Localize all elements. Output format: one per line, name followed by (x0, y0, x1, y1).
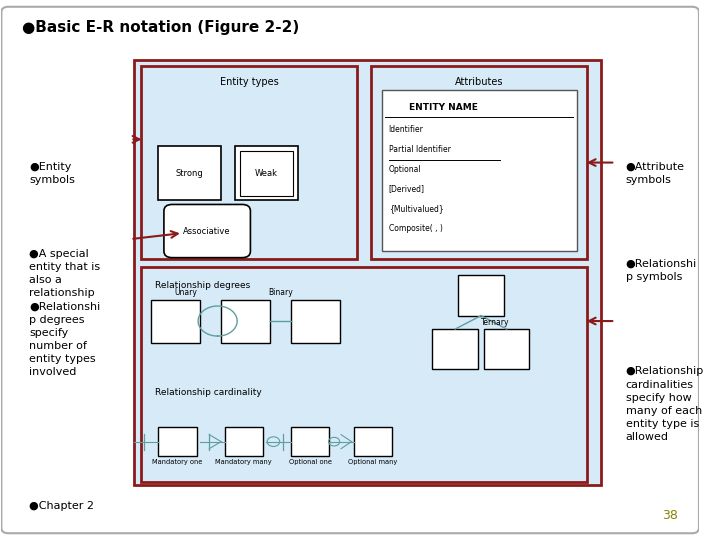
Text: Weak: Weak (255, 169, 278, 178)
Bar (151, 300, 200, 342)
Text: ●Chapter 2: ●Chapter 2 (30, 501, 94, 511)
Text: ENTITY NAME: ENTITY NAME (410, 104, 478, 112)
Text: ●Attribute
symbols: ●Attribute symbols (626, 161, 685, 185)
Bar (158, 146, 221, 200)
Text: Associative: Associative (184, 227, 231, 235)
Text: ●Basic E-R notation (Figure 2-2): ●Basic E-R notation (Figure 2-2) (22, 20, 300, 35)
Text: Composite( , ): Composite( , ) (389, 224, 442, 233)
Bar (459, 275, 503, 316)
Text: [Derived]: [Derived] (389, 185, 425, 193)
Bar (382, 90, 577, 251)
Bar (433, 329, 478, 369)
Bar (225, 427, 263, 456)
Text: ●A special
entity that is
also a
relationship
●Relationshi
p degrees
specify
num: ●A special entity that is also a relatio… (30, 248, 101, 377)
Text: Unary: Unary (175, 288, 198, 298)
Text: Ternary: Ternary (481, 319, 509, 327)
Bar (221, 300, 270, 342)
Text: Optional many: Optional many (348, 459, 397, 465)
Text: Identifier: Identifier (389, 125, 423, 134)
Text: Strong: Strong (176, 169, 204, 178)
Text: Mandatory many: Mandatory many (215, 459, 272, 465)
Text: Relationship cardinality: Relationship cardinality (155, 388, 261, 397)
Bar (291, 300, 340, 342)
Bar (354, 427, 392, 456)
Text: ●Relationship
cardinalities
specify how
many of each
entity type is
allowed: ●Relationship cardinalities specify how … (626, 366, 704, 442)
Text: Optional one: Optional one (289, 459, 332, 465)
Text: ●Entity
symbols: ●Entity symbols (30, 161, 75, 185)
Text: ●Relationshi
p symbols: ●Relationshi p symbols (626, 259, 697, 281)
Text: Relationship degrees: Relationship degrees (155, 281, 250, 290)
Text: Binary: Binary (268, 288, 293, 298)
Bar (158, 427, 197, 456)
Bar (235, 146, 298, 200)
Bar (484, 329, 529, 369)
FancyBboxPatch shape (134, 60, 601, 485)
Text: Mandatory one: Mandatory one (153, 459, 203, 465)
Text: Attributes: Attributes (455, 77, 503, 86)
FancyBboxPatch shape (371, 66, 588, 259)
Text: Optional: Optional (389, 165, 421, 174)
Text: Partial Identifier: Partial Identifier (389, 145, 451, 154)
Bar (240, 151, 293, 196)
FancyBboxPatch shape (141, 267, 588, 482)
Bar (291, 427, 329, 456)
Text: Entity types: Entity types (220, 77, 279, 86)
FancyBboxPatch shape (1, 7, 699, 533)
Text: 38: 38 (662, 510, 678, 523)
Text: {Multivalued}: {Multivalued} (389, 205, 444, 213)
FancyBboxPatch shape (141, 66, 357, 259)
FancyBboxPatch shape (164, 205, 251, 258)
